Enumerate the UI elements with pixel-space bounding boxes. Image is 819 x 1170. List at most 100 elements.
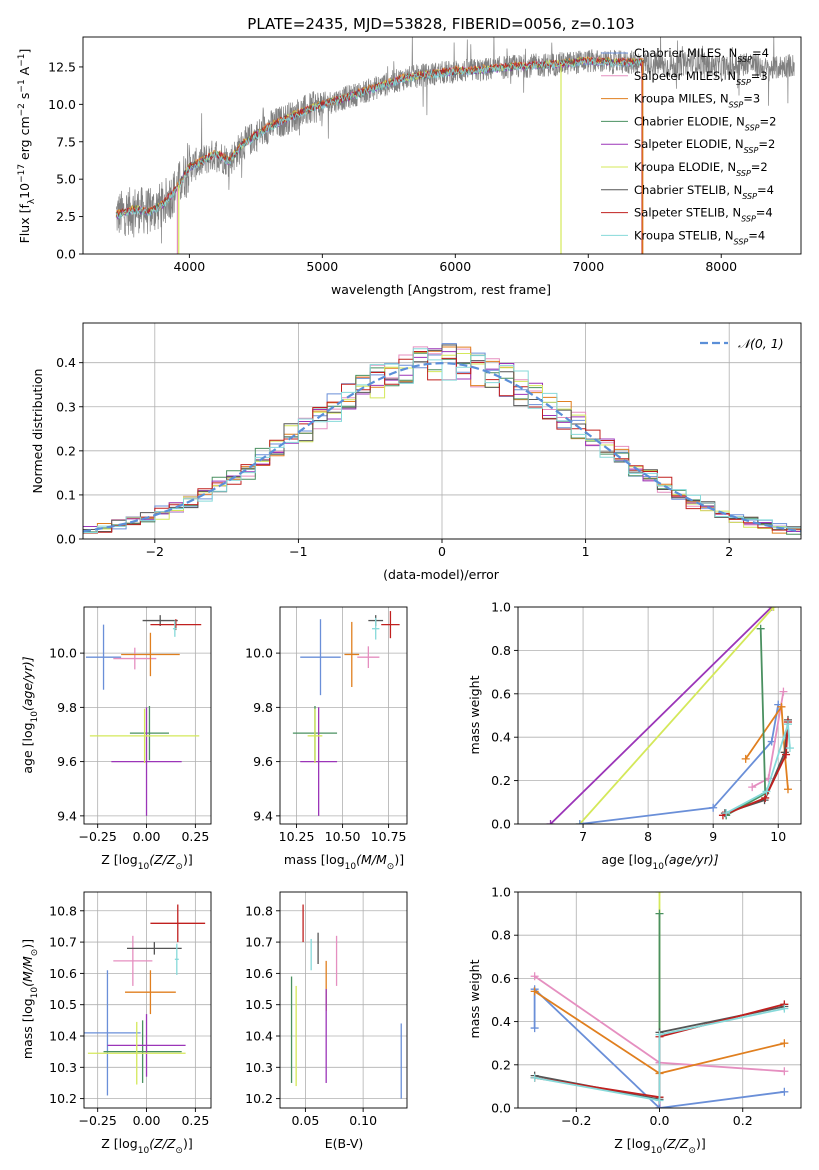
x-axis-label: wavelength [Angstrom, rest frame] — [331, 282, 551, 297]
axes-frame-group: 0.05 0.10 10.2 10.3 10.4 10.5 10.6 10.7 10.8 — [245, 891, 408, 1128]
plot-area — [292, 611, 400, 816]
x-axis-label: (data-model)/error — [383, 567, 500, 582]
axes-frame-group: 10.25 10.50 10.75 9.4 9.6 9.8 10.0 — [245, 606, 408, 844]
x-tick-label: 10 — [770, 829, 786, 844]
y-tick-label: 9.8 — [253, 700, 273, 715]
series-line — [579, 607, 775, 824]
x-tick-label: 7000 — [572, 259, 604, 274]
plot-area — [530, 892, 789, 1108]
label-part: (Z/Z — [149, 1136, 176, 1151]
data-point-marker — [782, 750, 791, 759]
legend-tail: =2 — [751, 160, 768, 174]
x-tick-label: 0 — [438, 544, 446, 559]
label-part: 10 — [30, 987, 40, 999]
y-tick-label: 0.2 — [491, 773, 511, 788]
data-point-marker — [761, 793, 770, 802]
label-part: )] — [183, 852, 193, 867]
age-mass-axes: 10.25 10.50 10.75 9.4 9.6 9.8 10.0 — [245, 606, 408, 844]
legend-label: Chabrier STELIB, N — [634, 183, 742, 197]
x-tick-label: 0.0 — [650, 1113, 670, 1128]
data-point-marker — [530, 987, 539, 996]
data-point-marker — [722, 809, 731, 818]
y-tick-label: 9.6 — [253, 754, 273, 769]
label-part: mass [log — [20, 998, 35, 1059]
x-tick-label: 9 — [709, 829, 717, 844]
series-line — [549, 607, 773, 824]
label-part: Flux [f — [17, 204, 32, 244]
x-tick-label: −0.25 — [79, 1113, 117, 1128]
x-axis-label: E(B-V) — [325, 1136, 364, 1151]
legend-entry: Chabrier ELODIE, NSSP=2 — [634, 114, 776, 131]
series-line — [579, 704, 780, 824]
x-tick-label: 7 — [579, 829, 587, 844]
legend-sub: SSP — [745, 123, 760, 132]
legend-label: Salpeter STELIB, N — [634, 206, 741, 220]
y-tick-label: 10.6 — [245, 966, 273, 981]
legend-tail: =4 — [748, 228, 765, 242]
weight-z-axes: −0.2 0.0 0.2 0.0 0.2 0.4 0.6 0.8 1.0 — [491, 885, 802, 1128]
label-part: (age/yr)] — [664, 852, 719, 867]
y-tick-label: 0.4 — [491, 730, 511, 745]
y-tick-label: 10.5 — [49, 997, 77, 1012]
legend-entry: Kroupa ELODIE, NSSP=2 — [634, 160, 768, 178]
x-tick-label: 8000 — [705, 259, 737, 274]
legend-label: Chabrier MILES, N — [634, 46, 737, 60]
x-tick-label: 10.50 — [325, 829, 361, 844]
legend-label: Kroupa MILES, N — [634, 92, 729, 106]
legend-label: Kroupa ELODIE, N — [634, 160, 736, 174]
y-axis-label: mass [log10(M/M⊙)] — [20, 939, 40, 1059]
data-point-marker — [530, 1073, 539, 1082]
data-point-marker — [779, 687, 788, 696]
legend-sub: SSP — [741, 214, 756, 223]
label-part: ⊙ — [387, 862, 395, 872]
plot-area — [85, 615, 202, 816]
axes-frame-group: −0.25 0.00 0.25 9.4 9.6 9.8 10.0 — [49, 606, 212, 844]
y-axis-label: age [log10(age/yr)] — [20, 656, 40, 773]
x-tick-label: −0.2 — [561, 1113, 591, 1128]
legend-label: Salpeter ELODIE, N — [634, 137, 744, 151]
data-point-marker — [783, 720, 792, 729]
mass-z-axes: −0.25 0.00 0.25 10.2 10.3 10.4 10.5 10.6 10.7 10.… — [49, 891, 212, 1128]
data-point-marker — [655, 1104, 664, 1108]
label-part: ⊙ — [175, 1146, 183, 1156]
legend-tail: =4 — [757, 183, 774, 197]
y-tick-label: 10.7 — [49, 935, 77, 950]
y-tick-label: 9.8 — [57, 700, 77, 715]
x-axis-label: Z [log10(Z/Z⊙)] — [614, 1136, 705, 1156]
model-fit-line — [115, 57, 644, 219]
legend-sub: SSP — [734, 237, 749, 246]
x-tick-label: 2 — [725, 544, 733, 559]
label-part: age [log — [20, 722, 35, 773]
x-tick-label: 0.25 — [181, 829, 209, 844]
axes-frame-group: −0.2 0.0 0.2 0.0 0.2 0.4 0.6 0.8 1.0 — [491, 885, 802, 1128]
legend-label: Kroupa STELIB, N — [634, 228, 734, 242]
figure-title: PLATE=2435, MJD=53828, FIBERID=0056, z=0… — [247, 15, 634, 33]
legend-entry: Chabrier STELIB, NSSP=4 — [634, 183, 774, 201]
label-part: λ — [27, 198, 37, 204]
axes-frame-group: 4000 5000 6000 7000 8000 0.0 2.5 5.0 7.5 10.0 12.5… — [48, 36, 802, 274]
y-tick-label: 0.6 — [491, 686, 511, 701]
y-axis-label: Normed distribution — [30, 369, 45, 494]
label-part: )] — [696, 1136, 706, 1151]
y-tick-label: 9.4 — [57, 808, 77, 823]
label-part: 10 — [653, 862, 665, 872]
spectrum-axes: 4000 5000 6000 7000 8000 0.0 2.5 5.0 7.5 10.0 12.5… — [48, 36, 802, 274]
label-part: 10 — [345, 862, 357, 872]
label-part: ] — [17, 49, 32, 54]
axes-frame — [82, 36, 802, 255]
legend-tail: =3 — [751, 69, 768, 83]
x-tick-label: 8 — [644, 829, 652, 844]
data-point-marker — [769, 607, 778, 611]
y-tick-label: 10.0 — [49, 646, 77, 661]
y-tick-label: 9.4 — [253, 808, 273, 823]
data-point-marker — [575, 820, 584, 824]
data-point-marker — [780, 1087, 789, 1096]
y-axis-label: mass weight — [467, 675, 482, 754]
data-point-marker — [780, 1067, 789, 1076]
y-tick-label: 10.5 — [245, 997, 273, 1012]
data-point-marker — [748, 783, 757, 792]
legend-entry: Salpeter STELIB, NSSP=4 — [634, 206, 773, 224]
data-point-marker — [546, 820, 555, 824]
data-point-marker — [783, 785, 792, 794]
legend-tail: =4 — [752, 46, 769, 60]
